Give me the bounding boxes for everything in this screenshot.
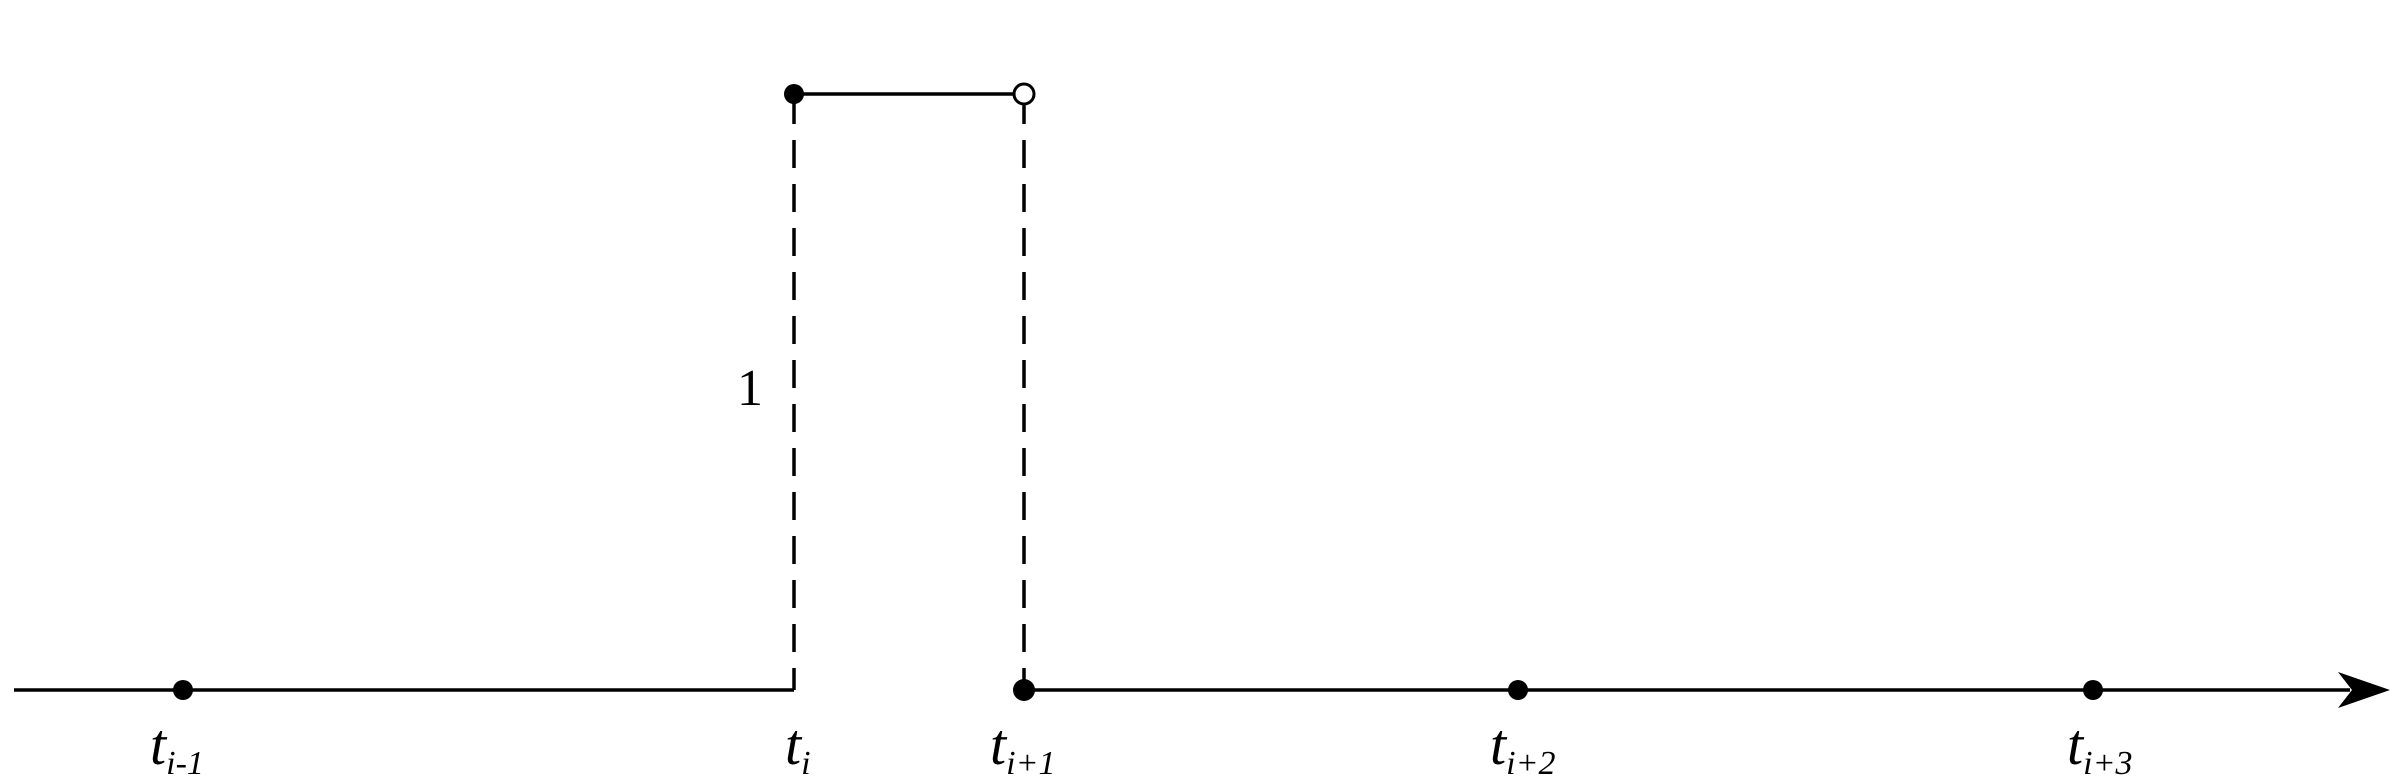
knot-symbol: t	[2067, 712, 2085, 777]
knot-label-i-plus-3: ti+3	[2067, 712, 2133, 782]
pulse-end-open-dot	[1012, 82, 1036, 106]
knot-symbol: t	[785, 712, 803, 777]
knot-dot-i-plus-2	[1508, 680, 1528, 700]
knot-label-i-plus-2: ti+2	[1490, 712, 1556, 782]
knot-label-i-minus-1: ti-1	[150, 712, 204, 782]
knot-label-i: ti	[785, 712, 811, 782]
pulse-start-closed-dot	[784, 84, 804, 104]
knot-label-i-plus-1: ti+1	[990, 712, 1056, 782]
knot-subscript: i-1	[166, 745, 204, 782]
knot-subscript: i+2	[1506, 745, 1555, 782]
knot-symbol: t	[990, 712, 1008, 777]
knot-subscript: i+1	[1006, 745, 1055, 782]
knot-symbol: t	[150, 712, 168, 777]
knot-dot-i-minus-1	[173, 680, 193, 700]
knot-subscript: i	[801, 745, 810, 782]
knot-symbol: t	[1490, 712, 1508, 777]
knot-subscript: i+3	[2083, 745, 2132, 782]
knot-dot-i-plus-3	[2083, 680, 2103, 700]
knot-dot-i-plus-1	[1013, 679, 1035, 701]
axis-arrow-icon	[2338, 672, 2390, 708]
height-label: 1	[737, 360, 763, 417]
